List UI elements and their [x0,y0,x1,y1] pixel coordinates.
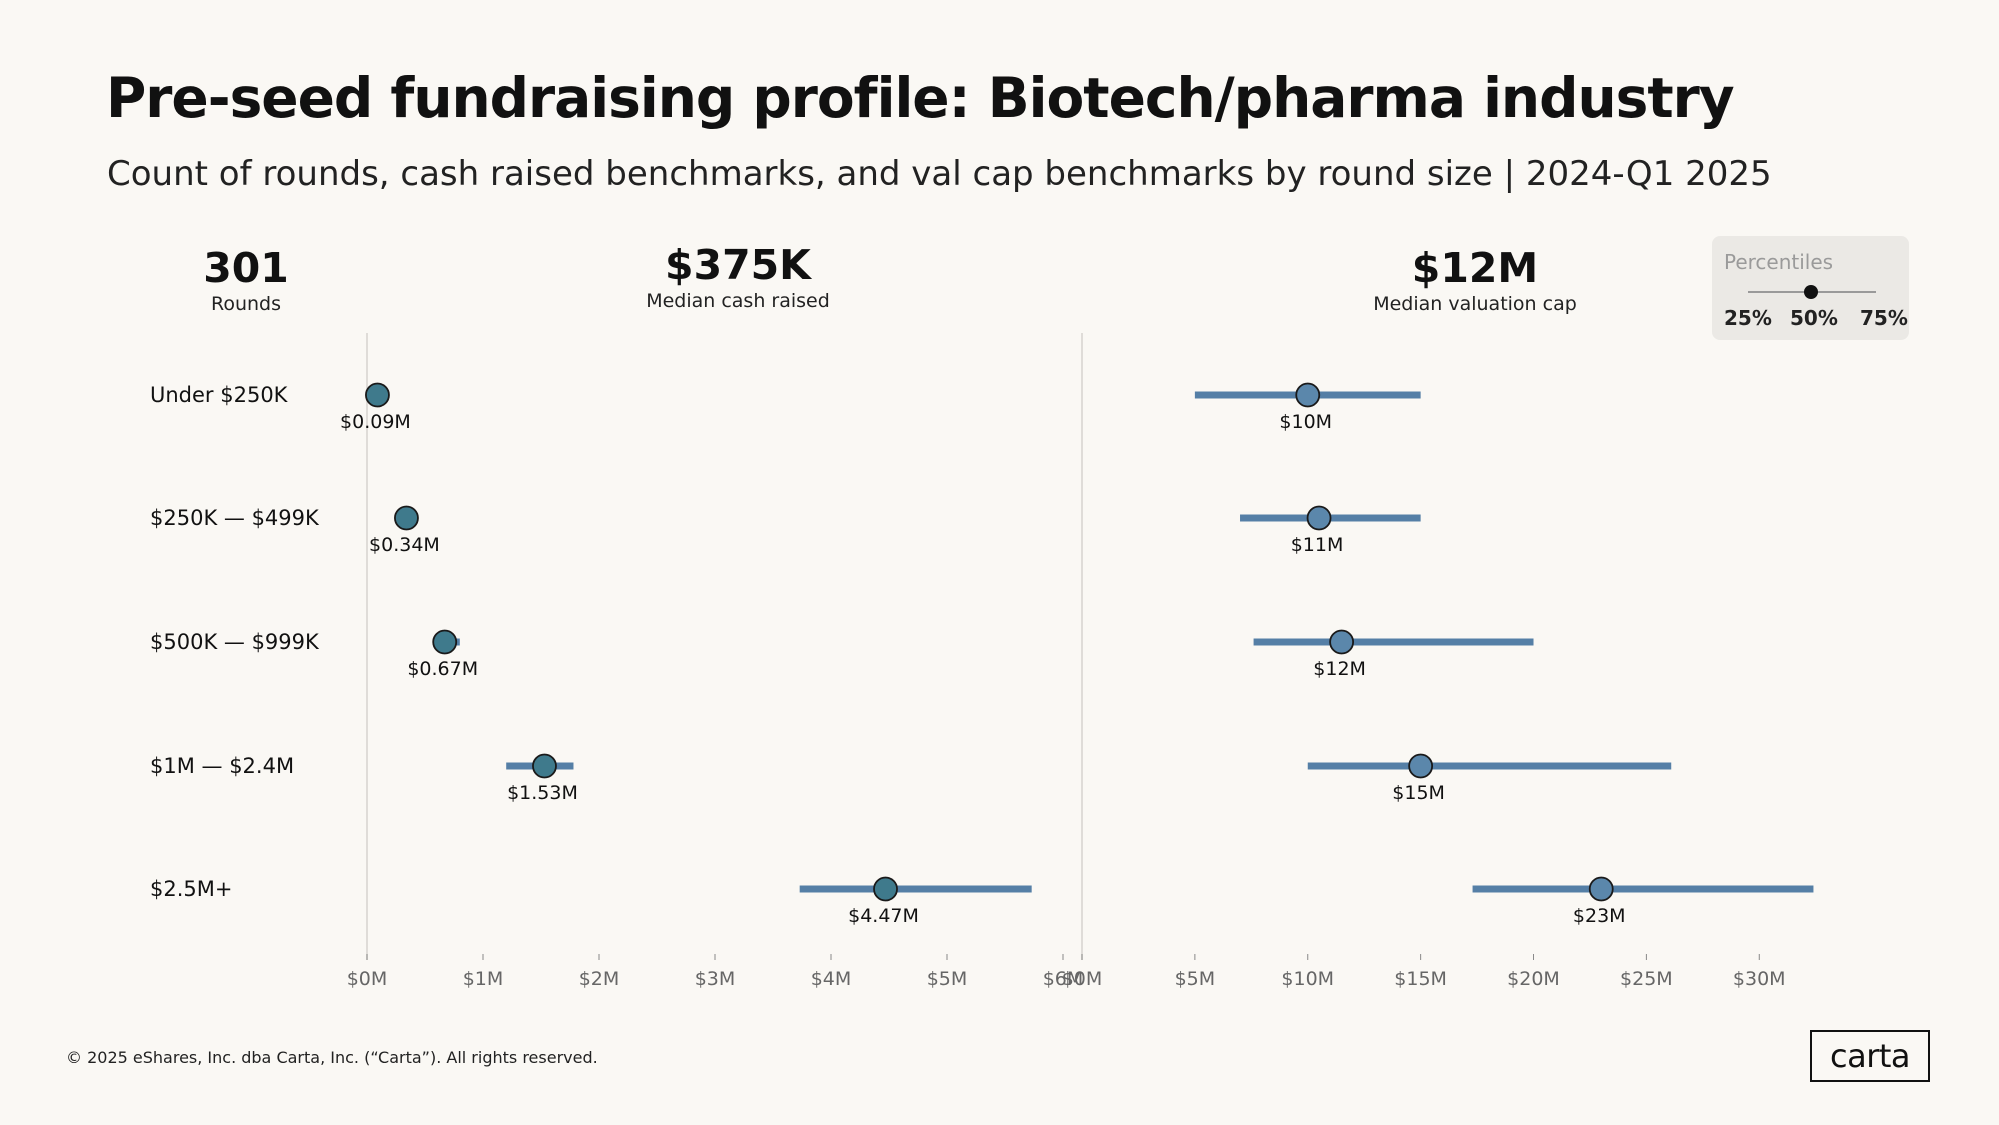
valcap-data-label: $10M [1279,411,1332,433]
cash-tick-label: $2M [579,968,620,990]
cash-tick-label: $6M [1043,968,1084,990]
cash-data-label: $0.09M [340,411,411,433]
percentiles-legend: Percentiles 25% 50% 75% [1712,236,1909,340]
valcap-tick-label: $30M [1733,968,1786,990]
valcap-median-dot [1306,505,1332,531]
cash-tick-label: $1M [463,968,504,990]
category-label: $1M — $2.4M [150,754,294,778]
median-cash-stat: $375K Median cash raised [588,241,888,313]
category-label: Under $250K [150,383,289,407]
legend-p75-label: 75% [1860,306,1908,330]
legend-p50-label: 50% [1790,306,1838,330]
rounds-stat: 301 Rounds [96,244,396,316]
carta-logo: carta [1810,1030,1930,1082]
cash-data-label: $1.53M [507,782,578,804]
cash-median-dot [394,505,419,531]
median-valcap-stat: $12M Median valuation cap [1325,244,1625,316]
rounds-label: Rounds [210,293,282,316]
chart-subtitle: Count of rounds, cash raised benchmarks,… [107,154,1772,194]
category-label: $2.5M+ [150,877,232,901]
cash-data-label: $0.67M [407,658,478,680]
median-cash-value: $375K [665,241,811,289]
cash-data-label: $0.34M [369,534,440,556]
legend-title: Percentiles [1724,250,1834,274]
valcap-tick-label: $5M [1175,968,1216,990]
cash-data-label: $4.47M [848,905,919,927]
valcap-median-dot [1329,629,1355,655]
valcap-median-dot [1408,753,1434,779]
valcap-data-label: $15M [1392,782,1445,804]
valcap-median-dot [1295,382,1321,408]
median-valcap-value: $12M [1411,244,1539,292]
category-label: $250K — $499K [150,506,320,530]
cash-median-dot [532,753,557,779]
cash-tick-label: $0M [347,968,388,990]
valcap-tick-label: $10M [1281,968,1334,990]
rounds-count: 301 [203,244,289,292]
copyright-text: © 2025 eShares, Inc. dba Carta, Inc. (“C… [66,1048,598,1067]
cash-median-dot [432,629,458,655]
legend-p25-label: 25% [1724,306,1772,330]
category-label: $500K — $999K [150,630,320,654]
legend-median-dot [1804,285,1818,299]
cash-tick-label: $4M [811,968,852,990]
median-valcap-label: Median valuation cap [1373,293,1577,316]
valcap-tick-label: $25M [1620,968,1673,990]
cash-median-dot [873,876,898,902]
median-cash-label: Median cash raised [646,290,830,313]
valcap-tick-label: $15M [1394,968,1447,990]
chart-title: Pre-seed fundraising profile: Biotech/ph… [106,66,1735,130]
valcap-data-label: $11M [1291,534,1344,556]
cash-tick-label: $5M [927,968,968,990]
valcap-tick-label: $0M [1062,968,1103,990]
valcap-tick-label: $20M [1507,968,1560,990]
cash-tick-label: $3M [695,968,736,990]
cash-median-dot [365,382,390,408]
valcap-median-dot [1588,876,1614,902]
valcap-data-label: $23M [1573,905,1626,927]
valcap-data-label: $12M [1313,658,1366,680]
